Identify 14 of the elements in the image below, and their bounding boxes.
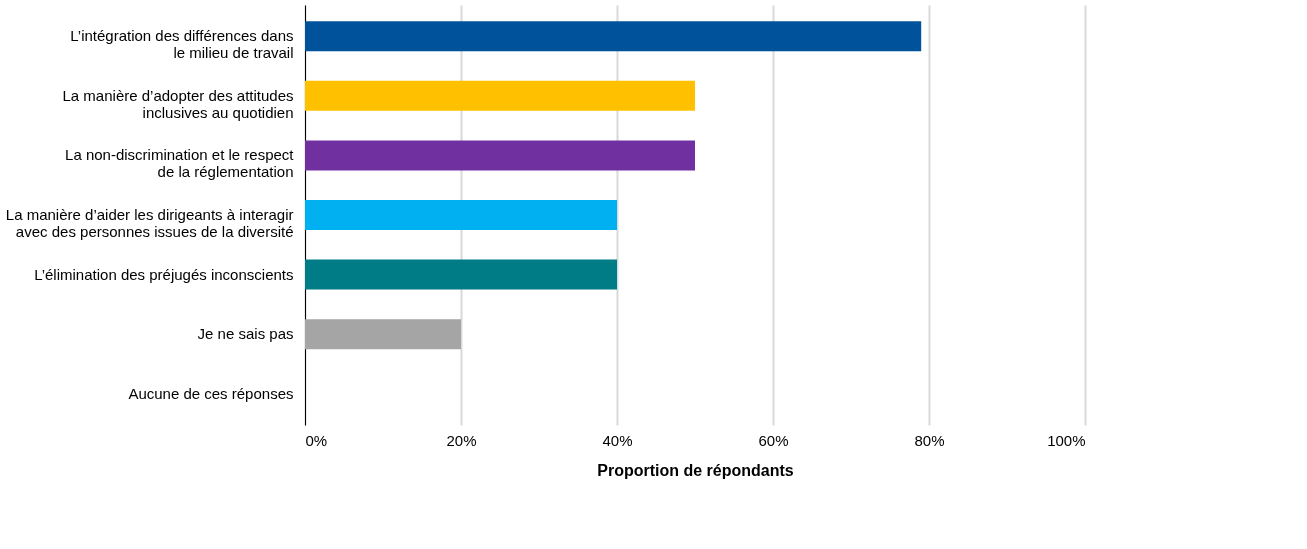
y-tick-label: La non-discrimination et le respect de la réglementation bbox=[65, 146, 295, 181]
y-tick-label: Je ne sais pas bbox=[197, 325, 294, 343]
x-tick-label: 40% bbox=[602, 431, 633, 449]
y-tick-label: La manière d’adopter des attitudes inclusives au quotidien bbox=[62, 86, 294, 121]
x-tick-label: 0% bbox=[305, 431, 328, 449]
x-tick-label: 60% bbox=[758, 431, 789, 449]
y-tick-label: L’élimination des préjugés inconscients bbox=[34, 265, 294, 283]
y-tick-label: La manière d’aider les dirigeants à interagir avec des personnes issues de la diversité bbox=[5, 206, 294, 240]
y-tick-label: L’intégration des différences dans le milieu de travail bbox=[70, 27, 294, 62]
y-tick-label: Aucune de ces réponses bbox=[128, 384, 294, 402]
x-tick-label: 80% bbox=[914, 431, 945, 449]
x-axis-title: Proportion de répondants bbox=[597, 461, 794, 479]
x-tick-label: 20% bbox=[446, 431, 477, 449]
x-tick-label: 100% bbox=[1047, 431, 1086, 449]
